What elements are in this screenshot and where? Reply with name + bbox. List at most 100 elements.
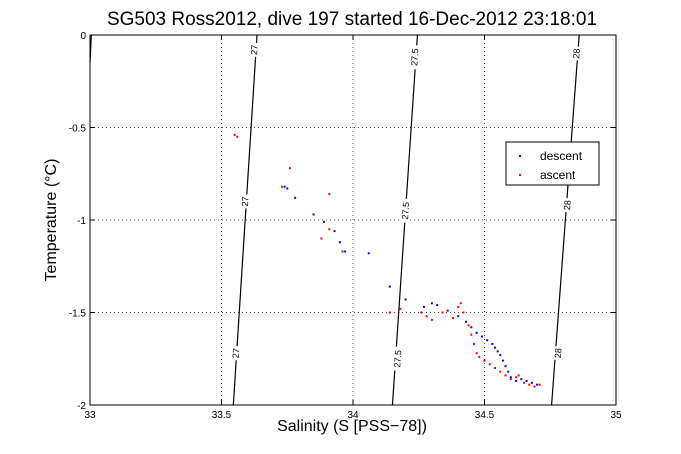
data-point-descent (457, 315, 460, 318)
data-point-ascent (328, 193, 331, 196)
y-tick-label: -2 (77, 401, 86, 412)
data-point-ascent (494, 367, 497, 369)
data-point-ascent (328, 228, 331, 231)
contour-label-group: 27.5 (409, 44, 421, 70)
contour-label: 28 (562, 200, 573, 211)
contour-label: 27.5 (392, 350, 403, 368)
legend-marker-ascent (519, 174, 521, 176)
contour-label-group: 28 (561, 197, 573, 213)
legend-label-descent: descent (540, 149, 583, 163)
data-point-ascent (430, 318, 433, 321)
legend-box (505, 141, 600, 186)
contour-label-bg (248, 42, 260, 58)
data-point-ascent (420, 311, 423, 314)
data-point-descent (283, 185, 286, 188)
data-point-descent (491, 342, 494, 345)
data-point-ascent (233, 133, 236, 136)
data-point-ascent (475, 352, 478, 355)
contour-label: 27.5 (409, 48, 420, 66)
data-point-ascent (399, 307, 402, 310)
legend: descent ascent (505, 141, 600, 186)
data-point-ascent (499, 370, 502, 373)
contour-label-group: 27.5 (399, 198, 412, 224)
data-point-ascent (462, 311, 465, 314)
contour-label-bg (399, 198, 412, 224)
data-point-descent (480, 335, 483, 338)
data-point-ascent (522, 381, 525, 384)
contour-label: 27 (231, 348, 242, 359)
data-points (233, 133, 541, 388)
data-point-descent (388, 285, 391, 288)
data-point-ascent (341, 250, 344, 253)
contour-label: 27 (249, 44, 260, 55)
contour-label-group: 27 (230, 345, 242, 361)
data-point-ascent (509, 378, 512, 381)
data-point-descent (504, 365, 507, 368)
data-point-descent (294, 196, 297, 199)
data-point-descent (501, 359, 504, 362)
data-point-ascent (441, 311, 444, 314)
data-point-ascent (457, 305, 460, 308)
data-point-ascent (528, 383, 531, 386)
data-point-ascent (388, 311, 391, 314)
legend-marker-descent (519, 155, 521, 157)
data-point-descent (496, 350, 499, 353)
x-tick-label: 34.5 (475, 410, 495, 421)
data-point-ascent (425, 315, 428, 318)
data-point-ascent (515, 376, 518, 379)
data-point-ascent (320, 237, 323, 240)
data-point-ascent (451, 317, 454, 320)
data-point-ascent (280, 185, 283, 188)
y-tick-label: 0 (80, 31, 86, 42)
x-tick-label: 33 (84, 410, 96, 421)
grid-lines (90, 35, 616, 405)
legend-label-ascent: ascent (540, 168, 576, 182)
contour-label-bg (571, 46, 583, 61)
contour-label-bg (239, 194, 251, 209)
data-point-descent (404, 298, 407, 301)
x-tick-label: 33.5 (212, 410, 232, 421)
data-point-descent (494, 346, 497, 349)
contour-label-bg (409, 44, 421, 70)
contour-label: 27 (240, 196, 251, 207)
data-point-descent (338, 241, 341, 244)
data-point-ascent (538, 383, 541, 386)
data-point-ascent (472, 342, 475, 345)
data-point-descent (446, 309, 449, 312)
data-point-descent (475, 331, 478, 334)
contour-label: 27.5 (400, 202, 411, 220)
data-point-descent (515, 379, 518, 382)
data-point-descent (486, 339, 489, 342)
data-point-descent (525, 379, 528, 382)
data-point-descent (470, 326, 473, 329)
contour-line (550, 34, 580, 406)
data-point-descent (520, 378, 523, 381)
contour-line (232, 34, 258, 406)
contour-label-bg (230, 345, 242, 361)
contour-label-group: 27.5 (391, 346, 404, 372)
contour-label: 28 (571, 48, 582, 59)
axis-ticks: 33 33.5 34 34.5 35 0 -0.5 -1 -1.5 -2 (69, 31, 622, 421)
data-point-descent (499, 354, 502, 357)
contour-label-bg (391, 346, 404, 372)
contour-label-group: 27 (248, 42, 260, 58)
data-point-descent (530, 381, 533, 384)
data-point-descent (286, 187, 289, 190)
data-point-descent (465, 320, 468, 323)
data-point-ascent (533, 385, 536, 388)
data-point-descent (436, 304, 439, 307)
data-point-ascent (467, 324, 470, 327)
y-tick-label: -1.5 (69, 309, 87, 320)
data-point-descent (430, 302, 433, 305)
density-contours: 27 27 27 27.5 27.5 27.5 28 28 28 (89, 34, 583, 406)
data-point-ascent (236, 135, 239, 138)
data-point-ascent (459, 302, 462, 305)
data-point-descent (312, 213, 315, 216)
contour-label-group: 27 (239, 194, 251, 209)
contour-label-group: 28 (571, 46, 583, 61)
y-axis-label: Temperature (°C) (43, 159, 60, 282)
data-point-ascent (488, 363, 491, 366)
data-point-ascent (517, 374, 520, 377)
y-tick-label: -1 (77, 216, 86, 227)
